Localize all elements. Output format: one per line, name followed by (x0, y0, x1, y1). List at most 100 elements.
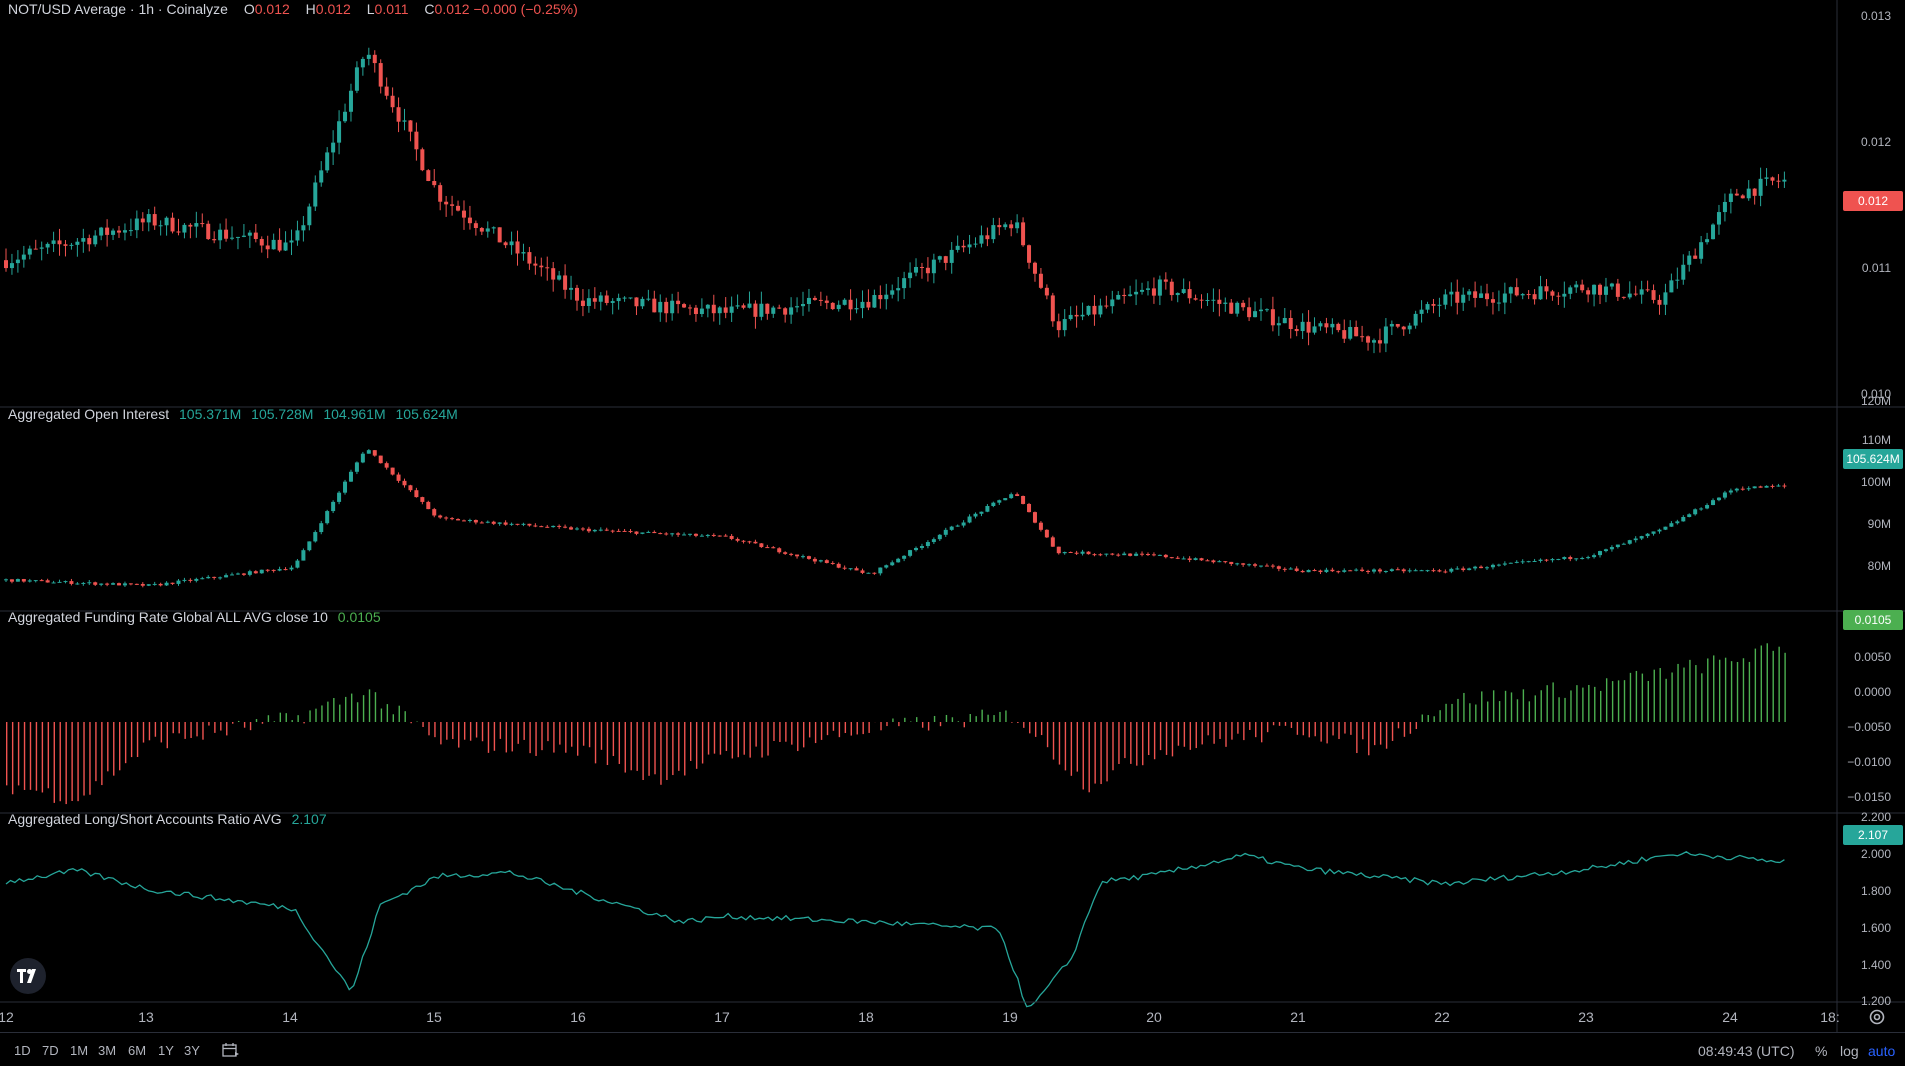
funding-bar (755, 722, 756, 747)
funding-bar (964, 722, 965, 727)
range-7d-button[interactable]: 7D (42, 1043, 59, 1058)
funding-bar (1630, 673, 1631, 722)
funding-bar (660, 722, 661, 785)
range-1d-button[interactable]: 1D (14, 1043, 31, 1058)
oi-value-close: 105.624M (396, 406, 458, 422)
range-1y-button[interactable]: 1Y (158, 1043, 174, 1058)
candle-body (682, 534, 686, 535)
oi-last-tag: 105.624M (1843, 449, 1903, 469)
funding-tick: 0.0000 (1854, 685, 1891, 699)
funding-bar (773, 722, 774, 741)
candle-body (866, 302, 870, 308)
funding-bar (1285, 722, 1286, 726)
candle-body (527, 524, 531, 526)
funding-bar (1707, 658, 1708, 722)
candle-body (307, 541, 311, 550)
candle-body (1158, 555, 1162, 556)
funding-bar (1071, 722, 1072, 776)
candle-body (890, 290, 894, 294)
candle-body (605, 530, 609, 531)
range-6m-button[interactable]: 6M (128, 1043, 146, 1058)
candle-body (1235, 303, 1239, 314)
candle-body (1336, 571, 1340, 572)
candle-body (1140, 290, 1144, 292)
candle-body (313, 532, 317, 541)
candle-body (1414, 570, 1418, 571)
candle-body (664, 302, 668, 313)
funding-bar (1059, 722, 1060, 765)
candle-body (272, 570, 276, 571)
candle-body (747, 304, 751, 308)
funding-bar (1291, 722, 1292, 728)
funding-bar (744, 722, 745, 755)
range-3m-button[interactable]: 3M (98, 1043, 116, 1058)
symbol-title: NOT/USD Average · 1h · Coinalyze (8, 1, 228, 17)
range-1m-button[interactable]: 1M (70, 1043, 88, 1058)
funding-tick: 0.0050 (1854, 650, 1891, 664)
funding-bar (131, 722, 132, 757)
candle-body (973, 244, 977, 245)
candle-body (1390, 569, 1394, 571)
oi-pane-title: Aggregated Open Interest 105.371M 105.72… (8, 406, 458, 422)
calendar-goto-icon[interactable] (222, 1042, 240, 1063)
funding-bar (119, 722, 120, 770)
funding-bar (1077, 722, 1078, 772)
candle-body (1051, 295, 1055, 321)
candle-body (902, 278, 906, 288)
candle-body (1663, 527, 1667, 530)
funding-bar (60, 722, 61, 801)
candle-body (117, 583, 121, 585)
ohlc-close: C0.012 (418, 1, 469, 17)
funding-bar (833, 722, 834, 731)
funding-bar (286, 713, 287, 722)
candle-body (1521, 561, 1525, 562)
percent-scale-toggle[interactable]: % (1815, 1043, 1827, 1059)
candle-body (599, 530, 603, 531)
funding-bar (1719, 660, 1720, 722)
funding-bar (89, 722, 90, 795)
candle-body (373, 55, 377, 63)
candle-body (1443, 294, 1447, 304)
funding-bar (1213, 722, 1214, 744)
utc-clock[interactable]: 08:49:43 (UTC) (1698, 1043, 1794, 1059)
funding-bar (1445, 704, 1446, 722)
tradingview-logo-icon[interactable] (10, 958, 46, 994)
auto-scale-toggle[interactable]: auto (1868, 1043, 1895, 1059)
funding-bar (1225, 722, 1226, 747)
funding-bar (857, 722, 858, 734)
candle-body (492, 227, 496, 228)
funding-bar (975, 716, 976, 722)
candle-body (4, 260, 8, 268)
candle-body (819, 300, 823, 301)
candle-body (1200, 558, 1204, 560)
funding-bar (1089, 722, 1090, 792)
funding-bar (827, 722, 828, 735)
candle-body (878, 568, 882, 574)
funding-bar (1546, 685, 1547, 722)
candle-body (884, 565, 888, 567)
log-scale-toggle[interactable]: log (1840, 1043, 1859, 1059)
settings-icon[interactable] (1868, 1008, 1886, 1026)
candle-body (1610, 284, 1614, 287)
range-3y-button[interactable]: 3Y (184, 1043, 200, 1058)
candle-body (1776, 486, 1780, 487)
candle-body (646, 532, 650, 533)
funding-bar (381, 709, 382, 722)
candle-body (28, 249, 32, 255)
candle-body (1544, 560, 1548, 561)
candle-body (855, 308, 859, 309)
funding-bar (1118, 722, 1119, 764)
candle-body (284, 242, 288, 250)
funding-bar (1154, 722, 1155, 759)
candle-body (510, 241, 514, 245)
candle-body (349, 472, 353, 482)
funding-bar (351, 694, 352, 722)
candle-body (736, 539, 740, 541)
candle-body (289, 568, 293, 570)
funding-bar (1683, 668, 1684, 722)
candle-body (563, 527, 567, 528)
candle-body (1580, 285, 1584, 291)
candle-body (1533, 561, 1537, 562)
funding-bar (1677, 664, 1678, 722)
